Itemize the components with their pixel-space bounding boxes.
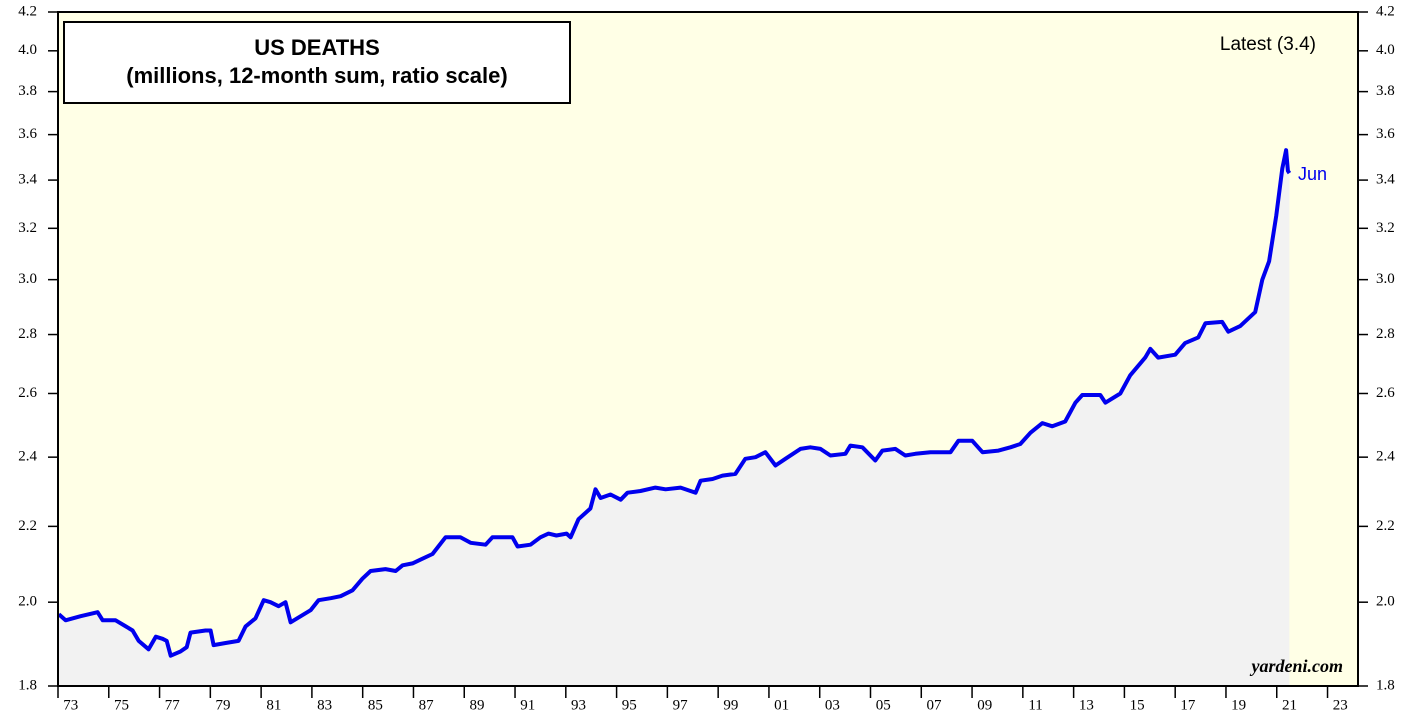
x-tick-label: 77	[165, 697, 181, 713]
x-tick-label: 75	[114, 697, 129, 713]
plot-frame	[57, 11, 1359, 687]
y-tick-label-left: 2.4	[18, 449, 37, 465]
x-tick-label: 17	[1180, 697, 1196, 713]
title-box	[63, 21, 571, 104]
y-tick-label-left: 4.2	[18, 3, 37, 19]
y-tick-label-right: 3.4	[1376, 172, 1395, 188]
y-tick-label-left: 3.6	[18, 126, 37, 142]
x-tick-label: 95	[622, 697, 637, 713]
x-tick-label: 83	[317, 697, 332, 713]
y-tick-label-left: 2.0	[18, 594, 37, 610]
x-tick-label: 19	[1231, 697, 1246, 713]
y-tick-label-right: 2.2	[1376, 518, 1395, 534]
y-tick-label-left: 3.0	[18, 271, 37, 287]
end-label: Jun	[1298, 164, 1327, 184]
x-tick-label: 97	[673, 697, 689, 713]
x-tick-label: 11	[1028, 697, 1042, 713]
y-tick-label-left: 3.8	[18, 83, 37, 99]
x-tick-label: 03	[825, 697, 840, 713]
x-tick-label: 91	[520, 697, 535, 713]
y-tick-label-right: 2.0	[1376, 594, 1395, 610]
x-tick-label: 09	[977, 697, 992, 713]
y-tick-label-left: 2.8	[18, 326, 37, 342]
y-tick-label-left: 3.2	[18, 220, 37, 236]
x-tick-label: 05	[876, 697, 891, 713]
x-tick-label: 13	[1079, 697, 1094, 713]
y-tick-label-right: 4.2	[1376, 3, 1395, 19]
y-tick-label-right: 4.0	[1376, 42, 1395, 58]
x-tick-label: 93	[571, 697, 586, 713]
y-tick-label-right: 2.6	[1376, 385, 1395, 401]
x-tick-label: 15	[1130, 697, 1145, 713]
latest-note: Latest (3.4)	[1220, 34, 1316, 55]
line	[57, 148, 1292, 658]
y-tick-label-right: 3.0	[1376, 271, 1395, 287]
x-tick-label: 21	[1282, 697, 1297, 713]
x-tick-label: 87	[419, 697, 435, 713]
x-tick-label: 79	[216, 697, 231, 713]
y-tick-label-right: 3.2	[1376, 220, 1395, 236]
y-tick-label-left: 4.0	[18, 42, 37, 58]
x-tick-label: 81	[266, 697, 281, 713]
y-tick-label-right: 2.4	[1376, 449, 1395, 465]
x-tick-label: 01	[774, 697, 789, 713]
y-tick-label-left: 1.8	[18, 677, 37, 693]
x-tick-label: 23	[1333, 697, 1348, 713]
y-tick-label-right: 3.8	[1376, 83, 1395, 99]
area	[58, 150, 1290, 686]
chart-title: US DEATHS	[254, 35, 380, 60]
y-tick-label-right: 3.6	[1376, 126, 1395, 142]
y-tick-label-right: 2.8	[1376, 326, 1395, 342]
x-tick-label: 85	[368, 697, 383, 713]
x-tick-label: 73	[63, 697, 78, 713]
x-tick-label: 07	[926, 697, 942, 713]
x-tick-label: 99	[723, 697, 738, 713]
y-tick-label-left: 3.4	[18, 172, 37, 188]
y-tick-label-right: 1.8	[1376, 677, 1395, 693]
y-tick-label-left: 2.2	[18, 518, 37, 534]
y-tick-label-left: 2.6	[18, 385, 37, 401]
chart-subtitle: (millions, 12-month sum, ratio scale)	[126, 63, 507, 88]
x-tick-label: 89	[469, 697, 484, 713]
source: yardeni.com	[1250, 656, 1344, 676]
